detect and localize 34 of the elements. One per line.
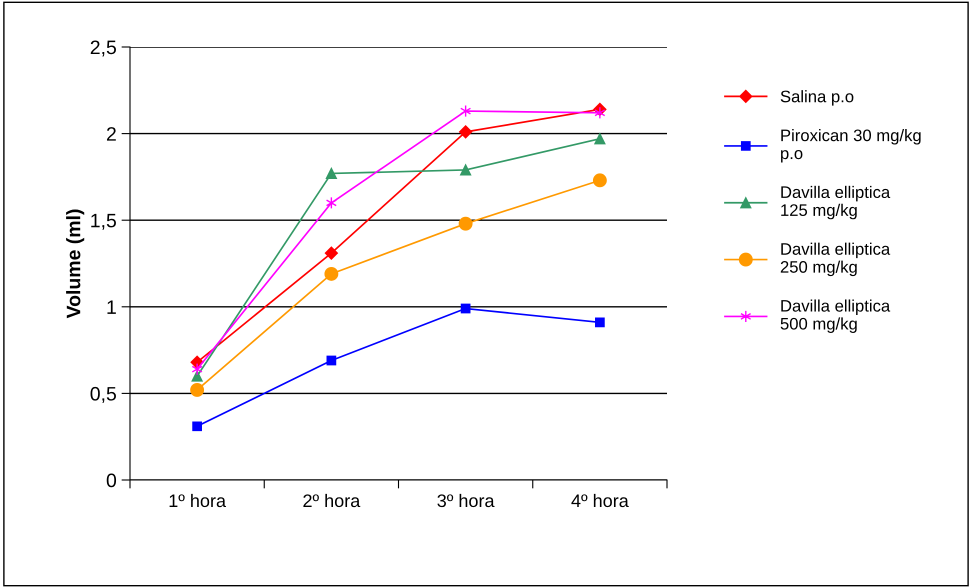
x-tick-label: 3º hora	[437, 494, 495, 508]
y-axis-title: Volume (ml)	[66, 210, 84, 318]
legend-label: Piroxican 30 mg/kg p.o	[781, 129, 921, 162]
legend-label: Davilla elliptica 500 mg/kg	[780, 299, 890, 333]
x-tick-label: 4º hora	[571, 494, 629, 508]
point	[595, 318, 605, 328]
point	[326, 168, 337, 179]
point	[460, 104, 472, 118]
point	[460, 304, 470, 314]
point	[594, 133, 606, 144]
point	[192, 370, 203, 382]
point	[460, 164, 472, 176]
point	[324, 246, 338, 260]
point	[324, 266, 338, 281]
point	[326, 356, 336, 366]
y-tick-label: 0	[106, 473, 116, 488]
point	[594, 106, 606, 120]
y-tick-label: 1,5	[91, 214, 116, 230]
point	[192, 421, 202, 432]
x-tick-label: 2º hora	[303, 494, 360, 508]
point	[190, 382, 204, 397]
point	[458, 216, 473, 231]
x-tick-label: 1º hora	[170, 494, 226, 508]
point	[459, 125, 472, 138]
legend-label: Salina p.o	[780, 90, 854, 106]
point	[192, 362, 203, 376]
point	[326, 196, 337, 210]
y-tick-label: 0,5	[90, 386, 116, 403]
legend-label: Davilla elliptica 250 mg/kg	[780, 242, 890, 276]
point	[592, 173, 607, 188]
y-tick-label: 2,5	[90, 40, 116, 57]
y-tick-label: 2	[106, 127, 116, 141]
legend-label: Davilla elliptica 125 mg/kg	[781, 186, 890, 220]
y-tick-label: 1	[107, 300, 116, 314]
